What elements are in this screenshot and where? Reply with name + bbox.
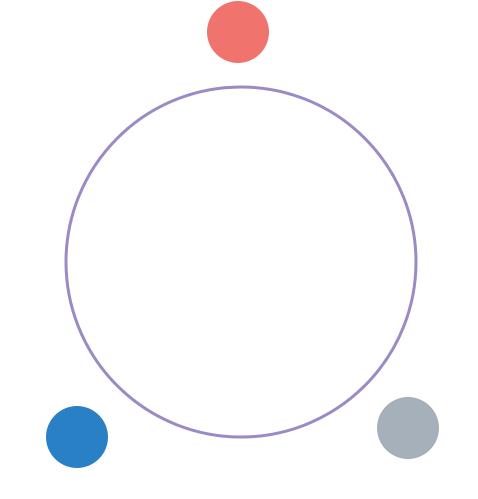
bottom-right-node [377,397,439,459]
bottom-left-node [46,406,108,468]
center-ring [64,85,418,439]
top-node [207,1,269,63]
